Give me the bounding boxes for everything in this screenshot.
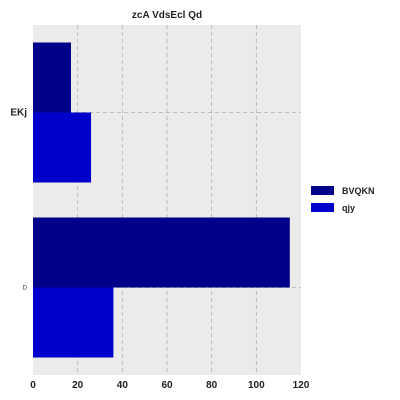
x-tick-label: 80 [206, 380, 218, 391]
bar-BVQKN-D [33, 217, 290, 288]
legend-swatch-BVQKN [311, 186, 334, 195]
y-tick-label: EKj [10, 108, 27, 119]
legend-label-BVQKN: BVQKN [342, 186, 375, 196]
legend: BVQKN qjy [311, 186, 375, 213]
x-tick-label: 120 [293, 380, 310, 391]
x-tick-label: 0 [30, 380, 36, 391]
x-axis-ticks: 0 20 40 60 80 100 120 [30, 380, 310, 391]
x-tick-label: 100 [248, 380, 265, 391]
x-tick-label: 60 [161, 380, 173, 391]
bar-BVQKN-EKj [33, 42, 71, 113]
y-tick-label: D [23, 286, 28, 292]
x-tick-label: 40 [117, 380, 129, 391]
y-axis-ticks: EKj D [10, 108, 27, 292]
bar-qjy-D [33, 287, 114, 358]
bars [33, 42, 290, 358]
legend-label-qjy: qjy [342, 203, 355, 213]
legend-swatch-qjy [311, 203, 334, 212]
bar-qjy-EKj [33, 112, 92, 183]
x-tick-label: 20 [72, 380, 84, 391]
chart-title: zcA VdsEcl Qd [132, 10, 202, 21]
